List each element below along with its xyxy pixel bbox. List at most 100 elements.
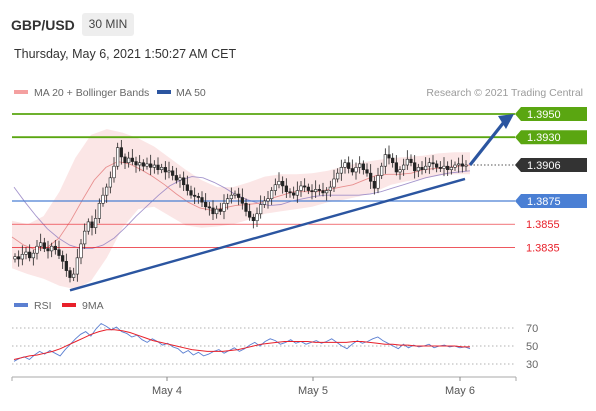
candle-body: [427, 162, 431, 167]
rsi-tick-label: 50: [526, 341, 538, 353]
rsi-ma-legend-swatch: [62, 303, 76, 307]
candle-body: [31, 252, 35, 259]
candle-body: [248, 211, 252, 218]
level-tag-1.3930: [515, 130, 587, 145]
candle-body: [68, 270, 72, 278]
candle-body: [369, 172, 373, 182]
candle-body: [119, 147, 123, 158]
candle-body: [185, 184, 189, 191]
bollinger-legend-swatch: [14, 90, 28, 94]
candle-body: [123, 156, 127, 164]
bollinger-band: [12, 129, 470, 290]
candle-body: [127, 157, 131, 164]
candle-body: [156, 164, 160, 170]
candle-body: [207, 206, 211, 209]
bollinger-legend-label: MA 20 + Bollinger Bands: [34, 87, 149, 99]
ma50-legend-swatch: [157, 90, 171, 94]
candle-body: [251, 216, 255, 222]
level-label-1.3950: 1.3950: [527, 109, 561, 121]
candle-body: [464, 164, 468, 167]
candle-body: [145, 163, 149, 167]
candle-body: [358, 163, 362, 168]
candle-body: [39, 242, 43, 247]
ma50-legend-label: MA 50: [176, 87, 206, 99]
candle-body: [240, 197, 244, 204]
x-tick-label: May 6: [445, 385, 475, 397]
timeframe-badge[interactable]: 30 MIN: [82, 13, 134, 36]
candle-body: [233, 193, 237, 196]
candle-body: [431, 162, 435, 165]
x-tick-label: May 5: [298, 385, 328, 397]
candle-body: [350, 168, 354, 173]
candle-body: [72, 273, 76, 278]
candle-body: [321, 190, 325, 194]
candle-body: [116, 147, 120, 167]
candle-body: [365, 169, 369, 174]
candle-body: [343, 162, 347, 168]
candle-body: [64, 261, 68, 271]
candle-body: [196, 196, 200, 198]
level-tag-1.3875: [515, 194, 587, 208]
candle-body: [453, 164, 457, 168]
candle-body: [28, 251, 32, 259]
price-panel: 1.3950 1.3930 1.3906 1.3875 1.3855 1.3835: [11, 107, 587, 292]
candle-body: [42, 242, 46, 249]
candle-body: [237, 193, 241, 198]
candle-body: [17, 256, 21, 260]
candle-body: [292, 192, 296, 196]
credit-label: Research © 2021 Trading Central: [426, 87, 583, 99]
candle-body: [438, 167, 442, 169]
candle-body: [424, 165, 428, 170]
candle-body: [108, 177, 112, 188]
candle-body: [57, 249, 61, 256]
candle-body: [405, 158, 409, 166]
candle-body: [90, 221, 94, 228]
candle-body: [416, 167, 420, 172]
candle-body: [376, 175, 380, 189]
candle-body: [226, 198, 230, 204]
candle-body: [288, 191, 292, 194]
candle-body: [211, 207, 215, 215]
rsi-panel: 70 50 30: [12, 322, 538, 371]
candle-body: [284, 185, 288, 193]
level-label-1.3835: 1.3835: [526, 242, 560, 254]
x-tick-label: May 4: [152, 385, 182, 397]
candle-body: [134, 161, 138, 166]
candle-body: [229, 194, 233, 199]
symbol-title: GBP/USD: [11, 17, 75, 33]
candle-body: [171, 170, 175, 176]
candle-body: [387, 154, 391, 159]
candle-body: [332, 178, 336, 188]
candle-body: [266, 198, 270, 202]
candle-body: [413, 162, 417, 172]
candle-body: [255, 213, 259, 222]
candle-body: [270, 190, 274, 199]
candle-body: [163, 167, 167, 173]
candle-body: [339, 167, 343, 174]
candle-body: [79, 243, 83, 259]
candle-body: [174, 175, 178, 181]
candle-body: [189, 190, 193, 196]
forecast-arrow-shaft: [468, 121, 506, 167]
ma20-line: [11, 161, 471, 251]
candle-body: [75, 257, 79, 275]
candle-body: [295, 190, 299, 196]
candle-body: [182, 177, 186, 186]
rsi-ma-legend-label: 9MA: [82, 300, 104, 312]
candle-body: [314, 189, 318, 193]
candle-body: [409, 158, 413, 164]
candle-body: [383, 154, 387, 167]
candle-body: [325, 190, 329, 194]
candle-body: [310, 190, 314, 193]
candle-body: [457, 163, 461, 166]
candle-body: [446, 165, 450, 170]
rsi-ma-line: [13, 329, 470, 360]
candle-body: [420, 167, 424, 170]
candle-body: [361, 163, 365, 170]
forecast-arrow-head: [498, 114, 514, 129]
candle-body: [167, 170, 171, 173]
level-tag-1.3906: [515, 158, 587, 173]
candle-body: [193, 194, 197, 197]
candle-body: [138, 162, 142, 166]
